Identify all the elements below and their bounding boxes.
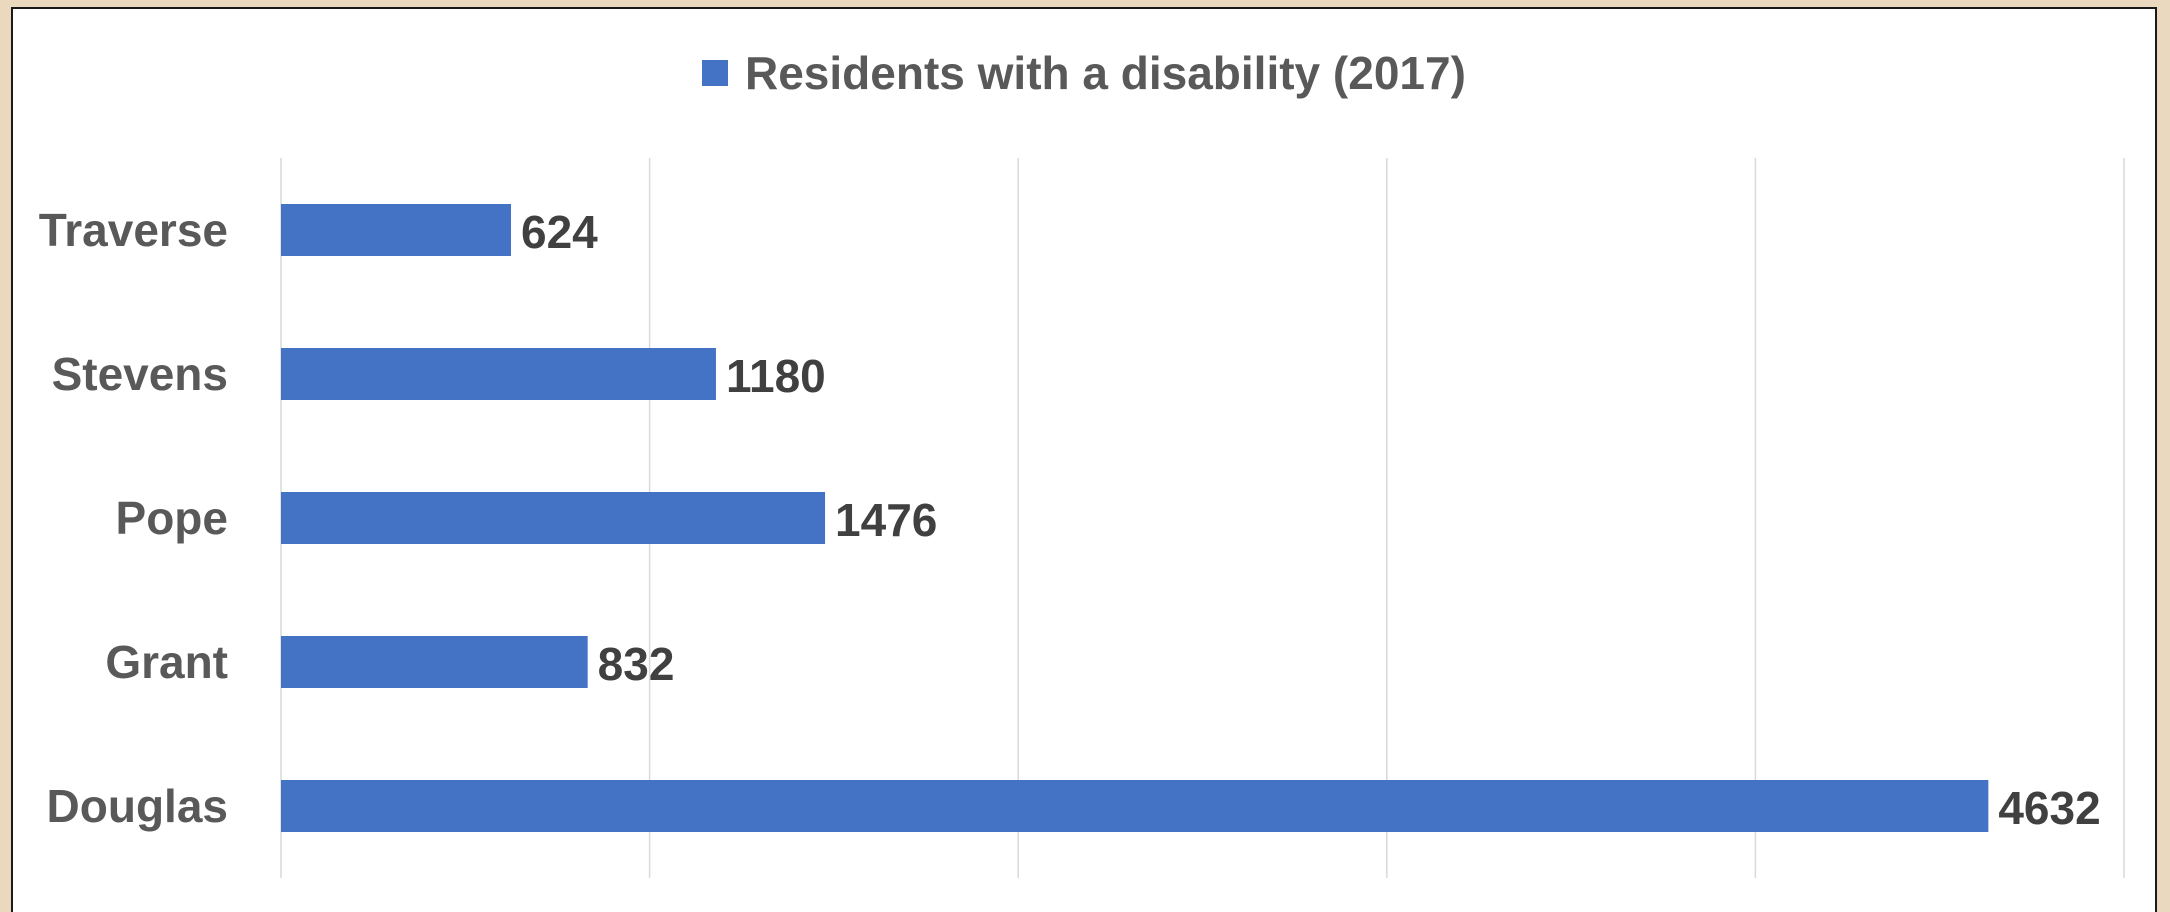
bar [281, 780, 1989, 832]
legend-swatch [702, 60, 728, 86]
legend-label: Residents with a disability (2017) [745, 47, 1466, 99]
bars [281, 204, 1989, 832]
bar [281, 636, 588, 688]
bar [281, 348, 716, 400]
category-label: Douglas [47, 780, 228, 832]
data-labels: 624 1180 1476 832 4632 [521, 206, 2101, 834]
category-label: Traverse [39, 204, 228, 256]
data-label: 832 [598, 638, 675, 690]
category-labels: Traverse Stevens Pope Grant Douglas [39, 204, 228, 832]
legend: Residents with a disability (2017) [702, 47, 1466, 99]
data-label: 4632 [1998, 782, 2100, 834]
data-label: 1180 [726, 350, 826, 402]
category-label: Pope [116, 492, 228, 544]
data-label: 1476 [835, 494, 937, 546]
bar [281, 492, 826, 544]
chart-frame [11, 7, 2157, 912]
category-label: Grant [105, 636, 228, 688]
category-label: Stevens [52, 348, 228, 400]
data-label: 624 [521, 206, 598, 258]
bar [281, 204, 512, 256]
